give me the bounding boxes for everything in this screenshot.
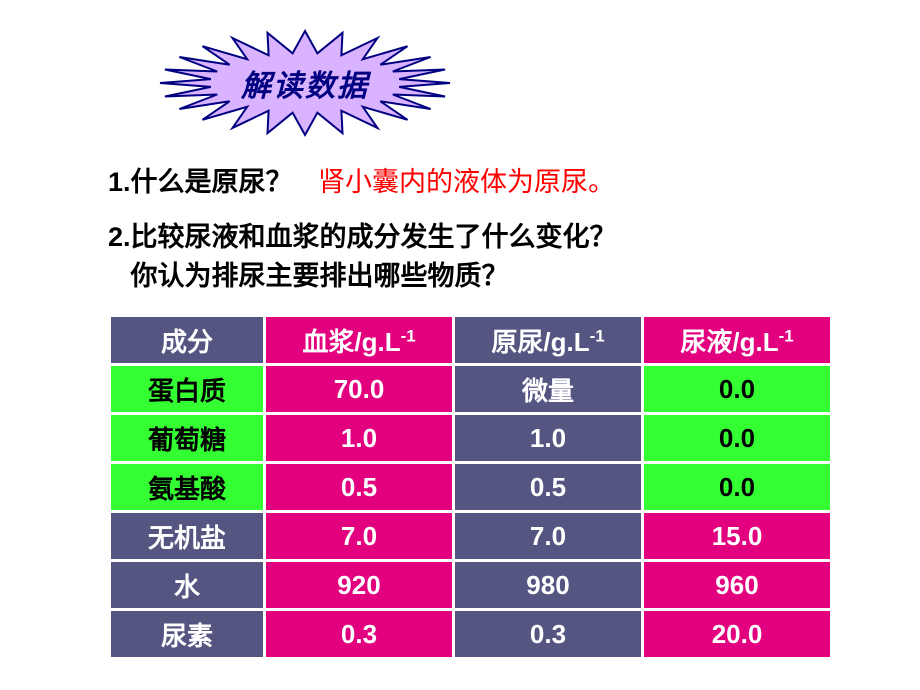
- cell-primary: 0.3: [454, 610, 643, 659]
- row-label: 无机盐: [110, 512, 265, 561]
- cell-primary: 0.5: [454, 463, 643, 512]
- header-primary: 原尿/g.L-1: [454, 316, 643, 365]
- q1-number: 1.: [108, 167, 131, 197]
- header-plasma: 血浆/g.L-1: [265, 316, 454, 365]
- answer-1: 肾小囊内的液体为原尿。: [318, 160, 615, 199]
- cell-urine: 20.0: [643, 610, 832, 659]
- header-component: 成分: [110, 316, 265, 365]
- cell-primary: 7.0: [454, 512, 643, 561]
- cell-plasma: 920: [265, 561, 454, 610]
- cell-primary: 1.0: [454, 414, 643, 463]
- table-row: 水920980960: [110, 561, 832, 610]
- starburst-banner: 解读数据: [155, 28, 455, 138]
- table-row: 无机盐7.07.015.0: [110, 512, 832, 561]
- q1-text: 什么是原尿？: [131, 167, 293, 197]
- cell-plasma: 1.0: [265, 414, 454, 463]
- q2-line2: 你认为排尿主要排出哪些物质？: [131, 261, 509, 291]
- cell-plasma: 0.5: [265, 463, 454, 512]
- table-row: 尿素0.30.320.0: [110, 610, 832, 659]
- cell-urine: 960: [643, 561, 832, 610]
- cell-urine: 0.0: [643, 463, 832, 512]
- header-urine: 尿液/g.L-1: [643, 316, 832, 365]
- table-row: 葡萄糖1.01.00.0: [110, 414, 832, 463]
- cell-urine: 15.0: [643, 512, 832, 561]
- cell-plasma: 70.0: [265, 365, 454, 414]
- cell-plasma: 7.0: [265, 512, 454, 561]
- table-row: 蛋白质70.0微量0.0: [110, 365, 832, 414]
- row-label: 尿素: [110, 610, 265, 659]
- question-1: 1.什么是原尿？: [108, 160, 293, 199]
- cell-plasma: 0.3: [265, 610, 454, 659]
- starburst-label: 解读数据: [241, 61, 369, 105]
- q2-number: 2.: [108, 222, 131, 252]
- question-2: 2.比较尿液和血浆的成分发生了什么变化？ 你认为排尿主要排出哪些物质？: [108, 218, 617, 296]
- table-row: 氨基酸0.50.50.0: [110, 463, 832, 512]
- cell-urine: 0.0: [643, 414, 832, 463]
- table-header-row: 成分 血浆/g.L-1 原尿/g.L-1 尿液/g.L-1: [110, 316, 832, 365]
- row-label: 葡萄糖: [110, 414, 265, 463]
- cell-urine: 0.0: [643, 365, 832, 414]
- q2-line1: 比较尿液和血浆的成分发生了什么变化？: [131, 222, 617, 252]
- cell-primary: 980: [454, 561, 643, 610]
- composition-table: 成分 血浆/g.L-1 原尿/g.L-1 尿液/g.L-1 蛋白质70.0微量0…: [108, 314, 833, 660]
- row-label: 氨基酸: [110, 463, 265, 512]
- cell-primary: 微量: [454, 365, 643, 414]
- row-label: 水: [110, 561, 265, 610]
- row-label: 蛋白质: [110, 365, 265, 414]
